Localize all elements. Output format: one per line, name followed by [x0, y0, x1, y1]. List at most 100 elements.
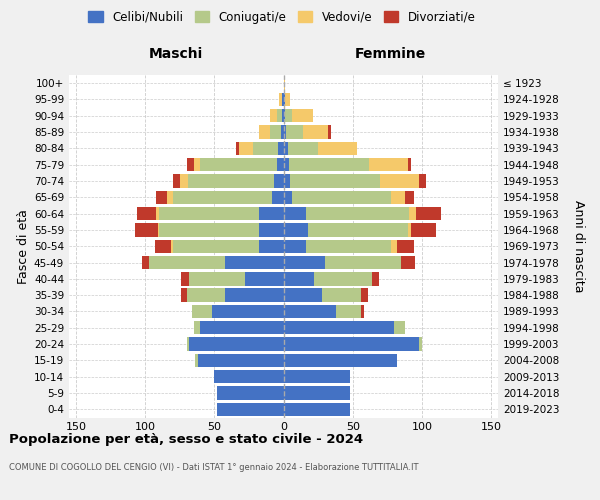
- Bar: [269, 109, 277, 122]
- Bar: [290, 174, 380, 188]
- Bar: [181, 288, 187, 302]
- Bar: [284, 142, 287, 155]
- Bar: [158, 224, 159, 236]
- Bar: [200, 158, 277, 172]
- Bar: [314, 272, 372, 285]
- Bar: [180, 174, 188, 188]
- Bar: [405, 190, 413, 204]
- Bar: [419, 338, 422, 351]
- Bar: [200, 321, 284, 334]
- Bar: [284, 354, 397, 367]
- Bar: [286, 126, 303, 139]
- Bar: [284, 402, 350, 416]
- Bar: [284, 288, 322, 302]
- Bar: [226, 256, 284, 269]
- Bar: [308, 224, 408, 236]
- Bar: [408, 158, 411, 172]
- Bar: [156, 207, 159, 220]
- Bar: [408, 224, 411, 236]
- Bar: [269, 126, 281, 139]
- Bar: [284, 174, 290, 188]
- Bar: [305, 207, 409, 220]
- Bar: [253, 142, 278, 155]
- Bar: [285, 93, 290, 106]
- Bar: [284, 386, 350, 400]
- Bar: [195, 354, 198, 367]
- Bar: [156, 190, 167, 204]
- Bar: [284, 256, 325, 269]
- Text: COMUNE DI COGOLLO DEL CENGIO (VI) - Dati ISTAT 1° gennaio 2024 - Elaborazione TU: COMUNE DI COGOLLO DEL CENGIO (VI) - Dati…: [9, 462, 419, 471]
- Bar: [284, 370, 350, 384]
- Bar: [173, 240, 259, 253]
- Bar: [325, 256, 401, 269]
- Bar: [181, 272, 190, 285]
- Bar: [280, 93, 282, 106]
- Bar: [217, 386, 284, 400]
- Bar: [284, 126, 286, 139]
- Bar: [236, 142, 239, 155]
- Bar: [137, 207, 156, 220]
- Bar: [159, 207, 259, 220]
- Bar: [259, 126, 269, 139]
- Bar: [391, 240, 397, 253]
- Bar: [259, 240, 284, 253]
- Bar: [190, 272, 245, 285]
- Bar: [239, 142, 253, 155]
- Bar: [212, 305, 284, 318]
- Bar: [284, 158, 289, 172]
- Y-axis label: Fasce di età: Fasce di età: [17, 209, 30, 284]
- Bar: [149, 256, 226, 269]
- Bar: [281, 126, 284, 139]
- Bar: [305, 240, 391, 253]
- Bar: [277, 158, 284, 172]
- Bar: [372, 272, 379, 285]
- Bar: [226, 288, 284, 302]
- Bar: [155, 240, 172, 253]
- Bar: [217, 402, 284, 416]
- Bar: [289, 158, 370, 172]
- Bar: [397, 240, 413, 253]
- Bar: [419, 174, 426, 188]
- Bar: [284, 224, 308, 236]
- Bar: [194, 158, 200, 172]
- Bar: [259, 224, 284, 236]
- Bar: [284, 272, 314, 285]
- Bar: [192, 305, 212, 318]
- Bar: [361, 288, 368, 302]
- Bar: [284, 321, 394, 334]
- Bar: [136, 224, 158, 236]
- Bar: [284, 109, 285, 122]
- Bar: [416, 207, 441, 220]
- Bar: [167, 190, 173, 204]
- Bar: [318, 142, 357, 155]
- Bar: [159, 224, 259, 236]
- Bar: [303, 126, 328, 139]
- Bar: [187, 158, 194, 172]
- Bar: [394, 321, 405, 334]
- Bar: [188, 174, 274, 188]
- Bar: [401, 256, 415, 269]
- Text: Maschi: Maschi: [149, 48, 203, 62]
- Bar: [361, 305, 364, 318]
- Bar: [391, 190, 405, 204]
- Bar: [245, 272, 284, 285]
- Bar: [214, 370, 284, 384]
- Bar: [173, 174, 180, 188]
- Bar: [284, 93, 285, 106]
- Bar: [282, 109, 284, 122]
- Bar: [285, 109, 292, 122]
- Bar: [187, 338, 190, 351]
- Bar: [287, 142, 318, 155]
- Legend: Celibi/Nubili, Coniugati/e, Vedovi/e, Divorziati/e: Celibi/Nubili, Coniugati/e, Vedovi/e, Di…: [83, 6, 481, 28]
- Y-axis label: Anni di nascita: Anni di nascita: [572, 200, 584, 292]
- Bar: [284, 76, 285, 90]
- Bar: [322, 288, 361, 302]
- Bar: [142, 256, 149, 269]
- Bar: [370, 158, 408, 172]
- Bar: [411, 224, 436, 236]
- Bar: [336, 305, 361, 318]
- Bar: [284, 240, 305, 253]
- Text: Popolazione per età, sesso e stato civile - 2024: Popolazione per età, sesso e stato civil…: [9, 432, 363, 446]
- Bar: [198, 354, 284, 367]
- Bar: [292, 190, 391, 204]
